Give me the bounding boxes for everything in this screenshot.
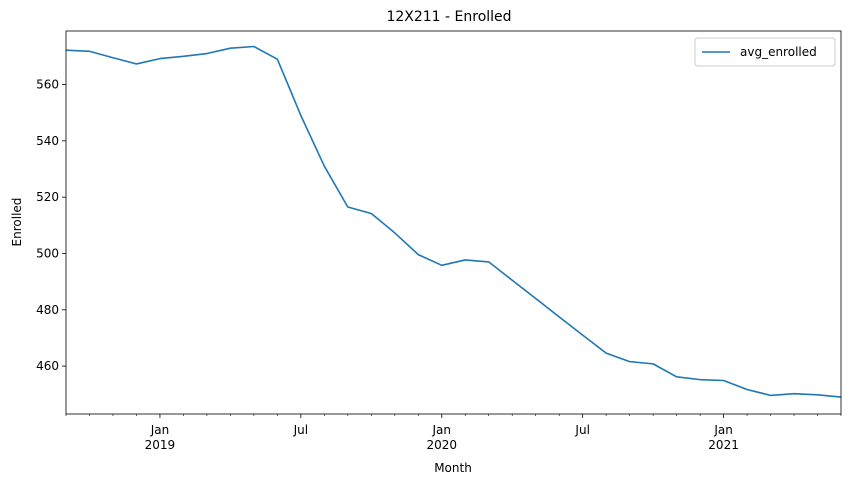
legend: avg_enrolled [694,37,836,67]
x-tick-label: Jan [432,423,452,437]
x-tick-label: Jul [293,423,308,437]
x-axis-label: Month [434,461,472,475]
x-tick-label: 2021 [708,438,739,452]
y-tick-label: 500 [36,246,59,260]
x-tick-label: 2020 [426,438,457,452]
plot-frame [65,30,842,415]
y-tick-label: 520 [36,190,59,204]
series-line-avg_enrolled [65,45,842,398]
x-tick-label: 2019 [145,438,176,452]
chart-title: 12X211 - Enrolled [386,9,511,25]
y-tick-label: 560 [36,78,59,92]
y-axis-label: Enrolled [10,198,24,247]
y-tick-label: 460 [36,359,59,373]
legend-box [694,37,836,67]
legend-label: avg_enrolled [740,45,817,59]
y-tick-label: 480 [36,303,59,317]
plot-area [65,45,842,398]
x-tick-label: Jan [150,423,170,437]
y-axis: 460 480 500 520 540 560 [36,78,66,373]
y-tick-label: 540 [36,134,59,148]
x-tick-label: Jan [713,423,733,437]
x-tick-label: Jul [574,423,589,437]
